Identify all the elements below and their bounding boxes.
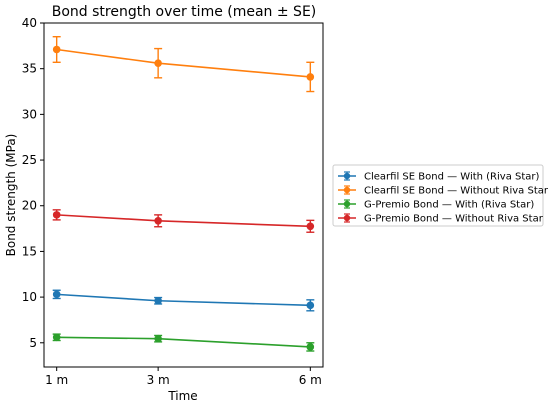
series-line	[56, 48, 311, 78]
data-point	[52, 211, 61, 219]
legend-label: G-Premio Bond — Without Riva Star	[364, 214, 544, 225]
legend-frame	[332, 164, 544, 227]
legend-entry-1: Clearfil SE Bond — Without Riva Star	[338, 185, 549, 197]
legend-marker	[343, 186, 351, 194]
legend-label: G-Premio Bond — With (Riva Star)	[364, 200, 534, 211]
data-point	[52, 290, 61, 299]
series-line	[56, 336, 311, 348]
legend-label: Clearfil SE Bond — With (Riva Star)	[364, 172, 540, 183]
legend-label: Clearfil SE Bond — Without Riva Star	[364, 186, 549, 197]
plot-area	[43, 22, 324, 368]
y-tick-label: 30	[22, 107, 37, 121]
chart-title: Bond strength over time (mean ± SE)	[52, 4, 317, 20]
y-tick-label: 5	[29, 336, 37, 350]
y-tick-label: 15	[22, 244, 37, 258]
series-line	[56, 293, 311, 307]
data-point	[306, 73, 315, 81]
x-tick-label: 1 m	[45, 373, 68, 387]
data-point	[154, 217, 162, 225]
series-line	[56, 214, 311, 228]
data-point	[52, 45, 61, 54]
y-tick-label: 20	[22, 199, 37, 213]
data-point	[154, 296, 162, 305]
series-3	[52, 209, 315, 233]
data-point	[306, 343, 315, 351]
data-point	[154, 334, 162, 343]
data-point	[306, 301, 315, 310]
data-point	[306, 222, 315, 231]
legend-marker	[343, 214, 351, 222]
series-0	[52, 289, 315, 312]
x-tick-label: 6 m	[299, 373, 322, 387]
series-2	[52, 333, 315, 352]
data-point	[154, 59, 162, 68]
y-tick-label: 40	[22, 16, 37, 30]
y-tick-label: 10	[22, 290, 37, 304]
y-tick-label: 25	[22, 153, 37, 167]
y-axis-label: Bond strength (MPa)	[4, 134, 18, 257]
legend-marker	[343, 172, 351, 180]
data-point	[52, 333, 61, 342]
series-1	[52, 36, 315, 93]
series-layer	[52, 36, 315, 352]
legend-entry-2: G-Premio Bond — With (Riva Star)	[338, 199, 534, 211]
ticks-layer: 5 10 15 20 25 30 35 40 1 m 3 m 6 m	[22, 16, 322, 387]
legend: Clearfil SE Bond — With (Riva Star) Clear…	[332, 164, 549, 227]
legend-marker	[343, 200, 351, 208]
x-tick-label: 3 m	[147, 373, 170, 387]
x-axis-label: Time	[167, 389, 197, 403]
legend-entry-0: Clearfil SE Bond — With (Riva Star)	[338, 171, 540, 183]
legend-entry-3: G-Premio Bond — Without Riva Star	[338, 213, 544, 225]
y-tick-label: 35	[22, 62, 37, 76]
